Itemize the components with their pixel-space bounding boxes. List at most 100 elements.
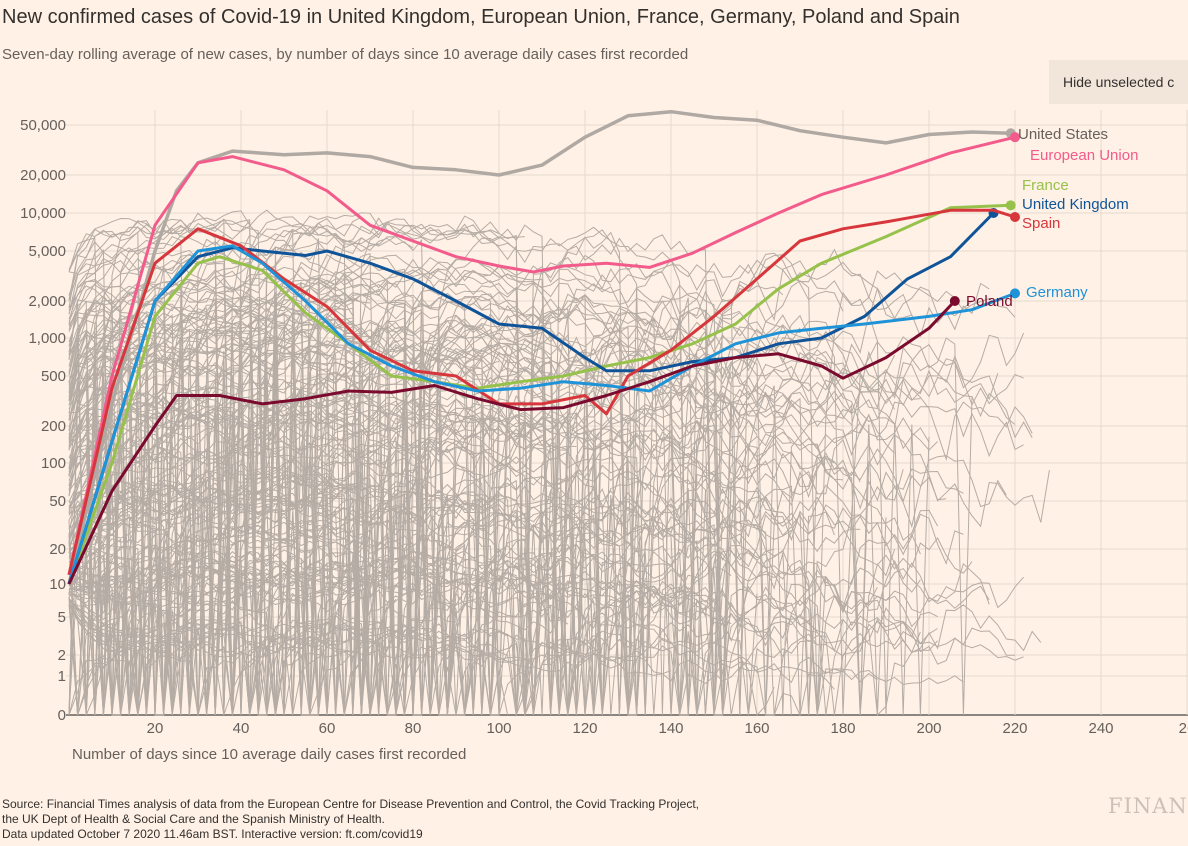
series-line-france[interactable] (67, 203, 1011, 585)
x-tick-label: 120 (572, 720, 597, 737)
x-tick-label: 20 (147, 720, 164, 737)
other-country-line (68, 228, 379, 716)
other-country-line (68, 307, 354, 356)
other-country-line (68, 241, 784, 330)
y-tick-label: 10 (49, 576, 66, 593)
series-line-germany[interactable] (67, 244, 1016, 585)
y-tick-label: 500 (41, 368, 66, 385)
series-line-united-kingdom[interactable] (67, 211, 995, 585)
y-tick-label: 50,000 (20, 117, 66, 134)
x-tick-label: 140 (658, 720, 683, 737)
other-country-line (68, 486, 491, 523)
source-line-3: Data updated October 7 2020 11.46am BST.… (2, 827, 423, 841)
other-country-line (68, 298, 1016, 716)
x-axis-label: Number of days since 10 average daily ca… (72, 746, 467, 763)
other-country-line (68, 498, 792, 716)
other-country-line (68, 263, 1025, 716)
other-country-line (68, 311, 921, 716)
series-label-poland: Poland (966, 293, 1013, 310)
y-tick-label: 0 (58, 707, 66, 724)
other-country-line (68, 210, 500, 270)
other-country-line (68, 227, 414, 716)
other-country-line (68, 286, 715, 716)
x-tick-label: 180 (830, 720, 855, 737)
chart-subtitle: Seven-day rolling average of new cases, … (2, 46, 689, 63)
y-tick-label: 100 (41, 455, 66, 472)
x-tick-label: 160 (744, 720, 769, 737)
series-label-united-kingdom: United Kingdom (1022, 196, 1129, 213)
series-endpoint-germany (1010, 288, 1020, 299)
other-country-line (68, 462, 388, 509)
series-endpoint-spain (1010, 211, 1020, 222)
other-country-line (68, 357, 861, 716)
chart-title: New confirmed cases of Covid-19 in Unite… (2, 6, 960, 28)
other-country-line (68, 307, 508, 716)
x-tick-label: 220 (1002, 720, 1027, 737)
series-line-european-union[interactable] (67, 135, 1016, 576)
other-country-line (68, 356, 560, 716)
series-label-germany: Germany (1026, 284, 1088, 301)
other-country-line (68, 338, 930, 716)
other-country-line (68, 456, 388, 716)
x-tick-label: 100 (486, 720, 511, 737)
other-country-line (68, 604, 534, 716)
y-tick-label: 5 (58, 609, 66, 626)
source-line-2: the UK Dept of Health & Social Care and … (2, 812, 385, 826)
y-tick-label: 20 (49, 541, 66, 558)
x-tick-label: 240 (1088, 720, 1113, 737)
other-country-line (68, 279, 896, 716)
other-country-line (68, 421, 835, 716)
y-tick-label: 10,000 (20, 205, 66, 222)
series-endpoint-france (1005, 200, 1016, 211)
series-label-united-states: United States (1018, 126, 1108, 143)
other-country-line (68, 331, 560, 716)
series-line-spain[interactable] (67, 208, 1016, 576)
other-country-line (68, 251, 612, 716)
y-tick-label: 20,000 (20, 167, 66, 184)
other-country-line (68, 393, 818, 716)
series-endpoint-poland (949, 296, 960, 306)
series-label-european-union: European Union (1030, 147, 1138, 164)
series-line-poland[interactable] (67, 299, 956, 585)
ft-logo: FINANC (1108, 794, 1188, 818)
other-country-line (68, 325, 887, 716)
x-tick-label: 80 (405, 720, 422, 737)
series-label-france: France (1022, 177, 1069, 194)
source-line-1: Source: Financial Times analysis of data… (2, 797, 700, 811)
other-country-line (68, 323, 1024, 716)
other-country-line (68, 215, 1016, 716)
y-tick-label: 2 (58, 647, 66, 664)
other-country-line (68, 516, 474, 562)
other-country-line (68, 397, 947, 716)
other-country-line (68, 336, 792, 716)
y-tick-label: 1 (58, 668, 66, 685)
other-country-line (68, 627, 586, 716)
other-country-line (68, 313, 930, 716)
other-country-line (68, 429, 577, 716)
series-endpoint-european-union (1010, 132, 1020, 143)
other-country-line (68, 397, 543, 475)
other-country-line (68, 431, 939, 716)
x-tick-label: 40 (233, 720, 250, 737)
other-country-line (68, 433, 964, 716)
other-country-line (68, 389, 861, 716)
hide-unselected-button[interactable]: Hide unselected c (1049, 60, 1188, 104)
y-tick-label: 200 (41, 418, 66, 435)
series-label-spain: Spain (1022, 215, 1060, 232)
x-tick-label: 26 (1179, 720, 1188, 737)
other-country-line (68, 561, 921, 717)
other-country-line (68, 601, 835, 716)
x-tick-label: 60 (319, 720, 336, 737)
other-country-line (68, 472, 792, 716)
other-country-line (68, 479, 921, 716)
x-tick-label: 200 (916, 720, 941, 737)
other-country-line (68, 302, 500, 716)
y-tick-label: 50 (49, 493, 66, 510)
y-tick-label: 5,000 (28, 243, 66, 260)
other-country-line (68, 329, 715, 716)
y-tick-label: 2,000 (28, 293, 66, 310)
other-country-line (68, 387, 792, 716)
other-country-line (68, 326, 896, 716)
y-tick-label: 1,000 (28, 330, 66, 347)
